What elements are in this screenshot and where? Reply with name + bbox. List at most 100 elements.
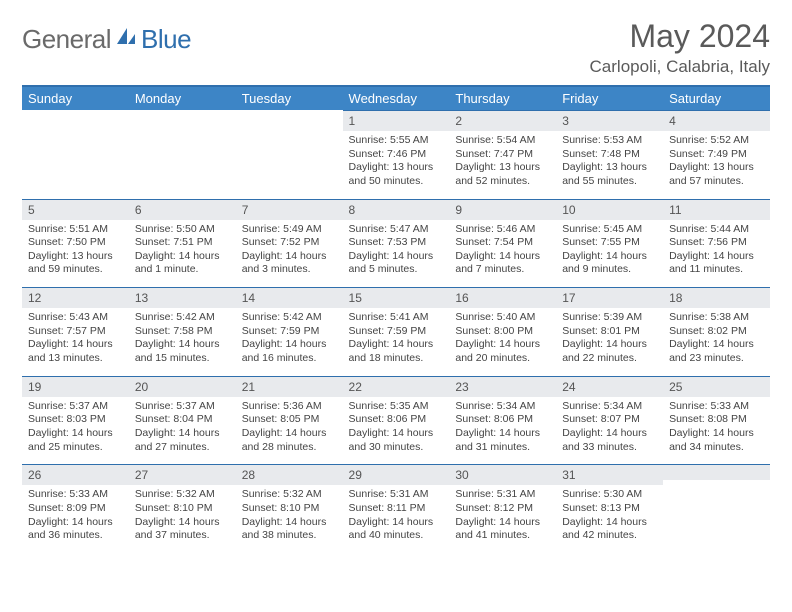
brand-part1: General — [22, 24, 111, 55]
sunrise-text: Sunrise: 5:33 AM — [28, 488, 123, 502]
day-body: Sunrise: 5:31 AMSunset: 8:11 PMDaylight:… — [343, 485, 450, 553]
day-cell: 3Sunrise: 5:53 AMSunset: 7:48 PMDaylight… — [556, 110, 663, 199]
sunrise-text: Sunrise: 5:34 AM — [562, 400, 657, 414]
day-body: Sunrise: 5:49 AMSunset: 7:52 PMDaylight:… — [236, 220, 343, 288]
day-number: 21 — [236, 376, 343, 397]
day-number: 23 — [449, 376, 556, 397]
sunrise-text: Sunrise: 5:46 AM — [455, 223, 550, 237]
day-number: 10 — [556, 199, 663, 220]
sunset-text: Sunset: 7:54 PM — [455, 236, 550, 250]
day-number: 24 — [556, 376, 663, 397]
day-cell: 31Sunrise: 5:30 AMSunset: 8:13 PMDayligh… — [556, 464, 663, 553]
day-cell: 2Sunrise: 5:54 AMSunset: 7:47 PMDaylight… — [449, 110, 556, 199]
day-number: 4 — [663, 110, 770, 131]
day-cell: 30Sunrise: 5:31 AMSunset: 8:12 PMDayligh… — [449, 464, 556, 553]
daylight-text: Daylight: 13 hours and 55 minutes. — [562, 161, 657, 188]
dow-saturday: Saturday — [663, 86, 770, 110]
day-body: Sunrise: 5:52 AMSunset: 7:49 PMDaylight:… — [663, 131, 770, 199]
day-cell — [663, 464, 770, 553]
day-number: 15 — [343, 287, 450, 308]
week-row: 12Sunrise: 5:43 AMSunset: 7:57 PMDayligh… — [22, 287, 770, 376]
daylight-text: Daylight: 14 hours and 37 minutes. — [135, 516, 230, 543]
day-body: Sunrise: 5:43 AMSunset: 7:57 PMDaylight:… — [22, 308, 129, 376]
day-body: Sunrise: 5:36 AMSunset: 8:05 PMDaylight:… — [236, 397, 343, 465]
day-number: 30 — [449, 464, 556, 485]
day-body: Sunrise: 5:51 AMSunset: 7:50 PMDaylight:… — [22, 220, 129, 288]
sunrise-text: Sunrise: 5:40 AM — [455, 311, 550, 325]
sunset-text: Sunset: 7:52 PM — [242, 236, 337, 250]
dow-friday: Friday — [556, 86, 663, 110]
day-cell: 19Sunrise: 5:37 AMSunset: 8:03 PMDayligh… — [22, 376, 129, 465]
daylight-text: Daylight: 14 hours and 3 minutes. — [242, 250, 337, 277]
day-body: Sunrise: 5:42 AMSunset: 7:58 PMDaylight:… — [129, 308, 236, 376]
daylight-text: Daylight: 14 hours and 16 minutes. — [242, 338, 337, 365]
daylight-text: Daylight: 14 hours and 40 minutes. — [349, 516, 444, 543]
day-cell: 13Sunrise: 5:42 AMSunset: 7:58 PMDayligh… — [129, 287, 236, 376]
sunset-text: Sunset: 7:55 PM — [562, 236, 657, 250]
sunset-text: Sunset: 8:11 PM — [349, 502, 444, 516]
day-number: 31 — [556, 464, 663, 485]
brand-part2: Blue — [141, 24, 191, 55]
dow-monday: Monday — [129, 86, 236, 110]
day-body: Sunrise: 5:55 AMSunset: 7:46 PMDaylight:… — [343, 131, 450, 199]
daylight-text: Daylight: 14 hours and 18 minutes. — [349, 338, 444, 365]
sunset-text: Sunset: 8:06 PM — [455, 413, 550, 427]
sunrise-text: Sunrise: 5:38 AM — [669, 311, 764, 325]
title-block: May 2024 Carlopoli, Calabria, Italy — [590, 18, 770, 77]
daylight-text: Daylight: 14 hours and 20 minutes. — [455, 338, 550, 365]
day-body — [663, 480, 770, 532]
day-number: 1 — [343, 110, 450, 131]
day-number: 9 — [449, 199, 556, 220]
day-body: Sunrise: 5:37 AMSunset: 8:03 PMDaylight:… — [22, 397, 129, 465]
daylight-text: Daylight: 13 hours and 59 minutes. — [28, 250, 123, 277]
sunrise-text: Sunrise: 5:52 AM — [669, 134, 764, 148]
sunrise-text: Sunrise: 5:36 AM — [242, 400, 337, 414]
sunset-text: Sunset: 8:08 PM — [669, 413, 764, 427]
daylight-text: Daylight: 14 hours and 30 minutes. — [349, 427, 444, 454]
day-number — [663, 464, 770, 480]
daylight-text: Daylight: 14 hours and 1 minute. — [135, 250, 230, 277]
sail-icon — [115, 26, 137, 53]
day-number: 17 — [556, 287, 663, 308]
day-cell: 8Sunrise: 5:47 AMSunset: 7:53 PMDaylight… — [343, 199, 450, 288]
day-number: 20 — [129, 376, 236, 397]
daylight-text: Daylight: 14 hours and 38 minutes. — [242, 516, 337, 543]
day-body — [22, 126, 129, 178]
sunrise-text: Sunrise: 5:30 AM — [562, 488, 657, 502]
day-number: 16 — [449, 287, 556, 308]
day-body: Sunrise: 5:34 AMSunset: 8:07 PMDaylight:… — [556, 397, 663, 465]
daylight-text: Daylight: 14 hours and 13 minutes. — [28, 338, 123, 365]
day-cell: 24Sunrise: 5:34 AMSunset: 8:07 PMDayligh… — [556, 376, 663, 465]
day-body: Sunrise: 5:31 AMSunset: 8:12 PMDaylight:… — [449, 485, 556, 553]
day-cell: 15Sunrise: 5:41 AMSunset: 7:59 PMDayligh… — [343, 287, 450, 376]
day-body: Sunrise: 5:39 AMSunset: 8:01 PMDaylight:… — [556, 308, 663, 376]
day-number: 28 — [236, 464, 343, 485]
sunset-text: Sunset: 7:57 PM — [28, 325, 123, 339]
day-cell: 5Sunrise: 5:51 AMSunset: 7:50 PMDaylight… — [22, 199, 129, 288]
sunrise-text: Sunrise: 5:39 AM — [562, 311, 657, 325]
sunrise-text: Sunrise: 5:31 AM — [455, 488, 550, 502]
day-number: 14 — [236, 287, 343, 308]
day-number: 11 — [663, 199, 770, 220]
sunrise-text: Sunrise: 5:54 AM — [455, 134, 550, 148]
sunset-text: Sunset: 7:50 PM — [28, 236, 123, 250]
sunrise-text: Sunrise: 5:50 AM — [135, 223, 230, 237]
sunset-text: Sunset: 8:09 PM — [28, 502, 123, 516]
day-body: Sunrise: 5:42 AMSunset: 7:59 PMDaylight:… — [236, 308, 343, 376]
sunrise-text: Sunrise: 5:31 AM — [349, 488, 444, 502]
sunrise-text: Sunrise: 5:37 AM — [135, 400, 230, 414]
sunset-text: Sunset: 8:13 PM — [562, 502, 657, 516]
daylight-text: Daylight: 14 hours and 31 minutes. — [455, 427, 550, 454]
day-number: 29 — [343, 464, 450, 485]
daylight-text: Daylight: 14 hours and 34 minutes. — [669, 427, 764, 454]
daylight-text: Daylight: 14 hours and 28 minutes. — [242, 427, 337, 454]
day-number: 3 — [556, 110, 663, 131]
day-cell: 7Sunrise: 5:49 AMSunset: 7:52 PMDaylight… — [236, 199, 343, 288]
dow-sunday: Sunday — [22, 86, 129, 110]
day-number: 7 — [236, 199, 343, 220]
day-cell — [22, 110, 129, 199]
day-body — [129, 126, 236, 178]
sunrise-text: Sunrise: 5:53 AM — [562, 134, 657, 148]
day-cell: 17Sunrise: 5:39 AMSunset: 8:01 PMDayligh… — [556, 287, 663, 376]
sunset-text: Sunset: 7:49 PM — [669, 148, 764, 162]
